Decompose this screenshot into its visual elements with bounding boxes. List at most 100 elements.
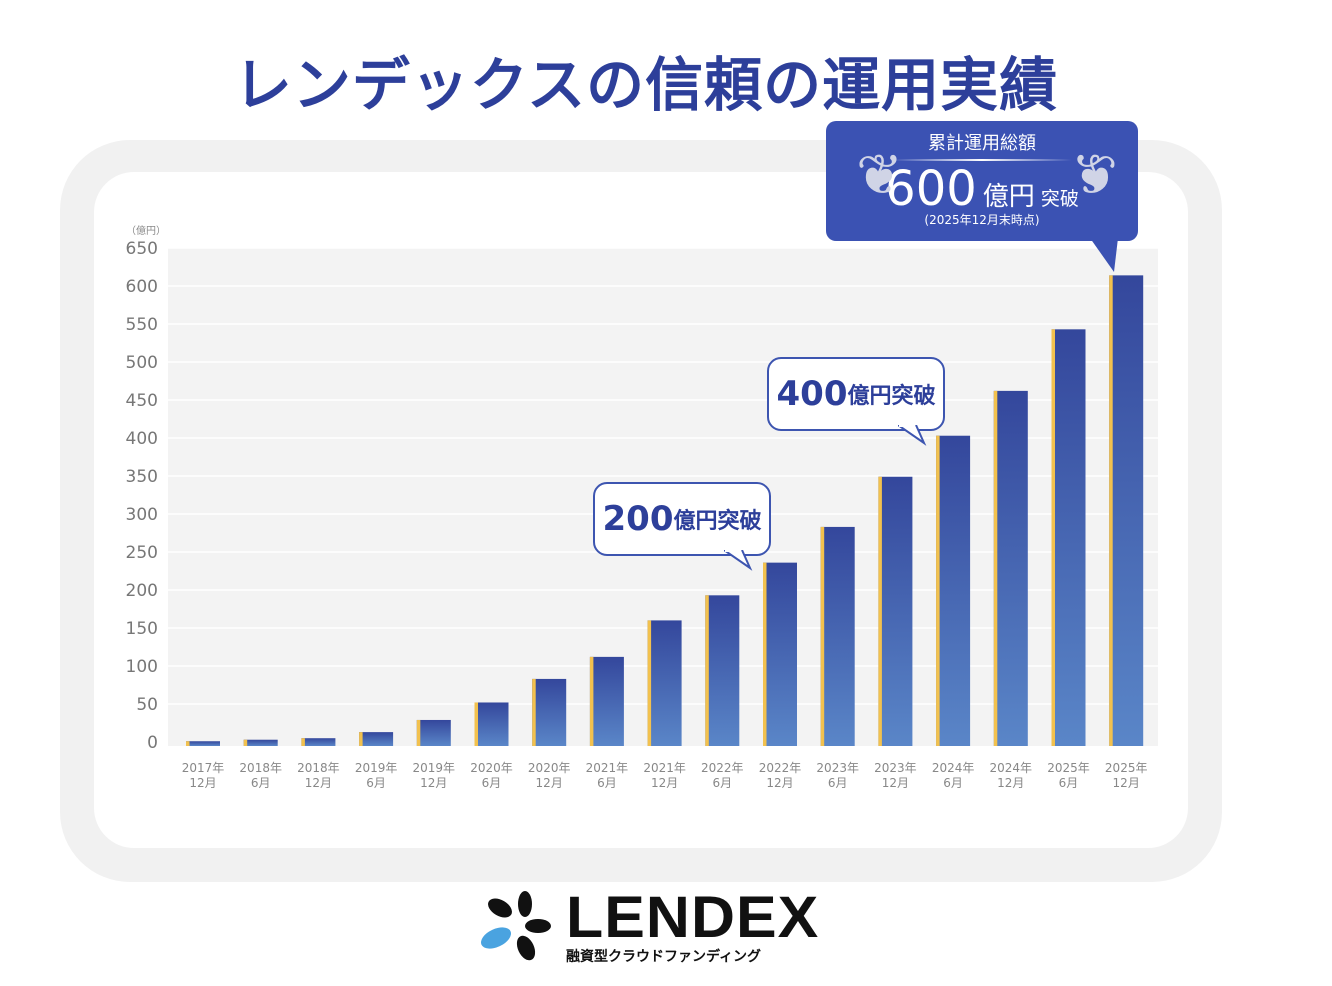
x-tick-label-year: 2023年 — [874, 761, 917, 775]
y-tick-label: 550 — [126, 315, 158, 335]
y-tick-label: 650 — [126, 239, 158, 259]
bar — [474, 702, 509, 746]
x-tick-label-month: 6月 — [366, 776, 386, 790]
x-tick-label-month: 12月 — [997, 776, 1024, 790]
bar-accent — [243, 739, 248, 746]
x-tick-label-year: 2024年 — [932, 761, 975, 775]
x-tick-label-month: 12月 — [536, 776, 563, 790]
annotation-200: 200 億円突破 — [593, 482, 771, 556]
bar-accent — [589, 656, 594, 746]
callout-label: 累計運用総額 — [928, 133, 1036, 154]
y-tick-label: 150 — [126, 619, 158, 639]
x-tick-label-month: 12月 — [305, 776, 332, 790]
y-tick-label: 300 — [126, 505, 158, 525]
x-tick-label-month: 6月 — [828, 776, 848, 790]
y-tick-label: 100 — [126, 657, 158, 677]
x-tick-label-month: 6月 — [597, 776, 617, 790]
x-tick-label-month: 12月 — [882, 776, 909, 790]
annotation-unit: 億円突破 — [673, 509, 762, 534]
x-tick-label-year: 2019年 — [355, 761, 398, 775]
x-tick-label-year: 2020年 — [528, 761, 571, 775]
x-tick-label-month: 12月 — [420, 776, 447, 790]
y-tick-label: 600 — [126, 277, 158, 297]
bar — [416, 719, 451, 746]
callout-note: (2025年12月末時点) — [924, 213, 1040, 227]
bar — [301, 738, 336, 746]
page-title: レンデックスの信頼の運用実績 — [233, 51, 1059, 119]
bar-accent — [301, 738, 305, 746]
callout-tail — [1090, 238, 1118, 272]
y-tick-label: 250 — [126, 543, 158, 563]
x-tick-label-year: 2022年 — [701, 761, 744, 775]
logo-wordmark: LENDEX — [566, 885, 820, 950]
y-tick-label: 400 — [126, 429, 158, 449]
bar — [243, 739, 278, 746]
bar-accent — [647, 620, 652, 746]
x-tick-label-month: 6月 — [482, 776, 502, 790]
bar-accent — [763, 562, 767, 746]
bar — [993, 390, 1028, 746]
bar-accent — [474, 702, 478, 746]
bar — [936, 435, 971, 746]
x-tick-label-year: 2021年 — [643, 761, 686, 775]
laurel-right-icon: ❦ — [1071, 143, 1118, 208]
y-axis-unit: （億円） — [126, 224, 166, 237]
bar — [820, 526, 855, 746]
annotation-number: 200 — [602, 499, 674, 539]
callout-unit: 億円 — [982, 182, 1035, 212]
x-tick-label-month: 6月 — [712, 776, 732, 790]
bar-accent — [416, 719, 421, 746]
bar — [1051, 329, 1086, 746]
bar — [763, 562, 797, 746]
bar — [878, 476, 913, 746]
bar-accent — [532, 678, 536, 746]
annotation-400-tail — [898, 425, 927, 446]
bar-accent — [820, 526, 825, 746]
bar-accent — [936, 435, 940, 746]
bar — [647, 620, 682, 746]
x-tick-label-month: 6月 — [1059, 776, 1079, 790]
bar — [359, 732, 394, 746]
x-tick-label-year: 2018年 — [297, 761, 340, 775]
bar-accent — [1051, 329, 1055, 746]
annotation-400: 400 億円突破 — [767, 357, 945, 431]
callout-value: 600 — [885, 161, 977, 217]
x-tick-label-month: 12月 — [651, 776, 678, 790]
bar-accent — [705, 595, 709, 746]
bar-accent — [878, 476, 882, 746]
x-tick-label-year: 2018年 — [239, 761, 282, 775]
bar-accent — [993, 390, 998, 746]
bar — [705, 595, 740, 746]
bar — [589, 656, 624, 746]
x-tick-label-month: 12月 — [1113, 776, 1140, 790]
y-tick-label: 200 — [126, 581, 158, 601]
annotation-unit: 億円突破 — [847, 384, 936, 409]
x-tick-label-year: 2017年 — [182, 761, 225, 775]
y-tick-label: 350 — [126, 467, 158, 487]
lendex-logo: LENDEX 融資型クラウドファンディング — [478, 885, 818, 968]
x-tick-label-month: 6月 — [251, 776, 271, 790]
bar-accent — [359, 732, 363, 746]
bar-accent — [1109, 275, 1113, 746]
x-tick-label-year: 2025年 — [1047, 761, 1090, 775]
x-tick-label-year: 2023年 — [816, 761, 859, 775]
x-tick-label-year: 2024年 — [990, 761, 1033, 775]
bar — [186, 741, 220, 746]
total-callout: ❦ ❦ 累計運用総額 600 億円 突破 (2025年12月末時点) — [826, 121, 1138, 241]
y-tick-label: 0 — [147, 733, 158, 753]
annotation-number: 400 — [776, 374, 848, 414]
logo-tagline: 融資型クラウドファンディング — [566, 949, 762, 965]
x-tick-label-year: 2019年 — [413, 761, 456, 775]
x-tick-label-year: 2021年 — [586, 761, 629, 775]
bar — [532, 678, 567, 746]
y-tick-label: 500 — [126, 353, 158, 373]
x-tick-label-month: 12月 — [189, 776, 216, 790]
callout-divider — [892, 159, 1072, 161]
laurel-left-icon: ❦ — [856, 143, 903, 208]
callout-suffix: 突破 — [1040, 188, 1079, 210]
x-tick-label-year: 2025年 — [1105, 761, 1148, 775]
annotation-200-tail — [724, 550, 753, 571]
x-tick-label-year: 2022年 — [759, 761, 802, 775]
x-tick-label-month: 12月 — [766, 776, 793, 790]
